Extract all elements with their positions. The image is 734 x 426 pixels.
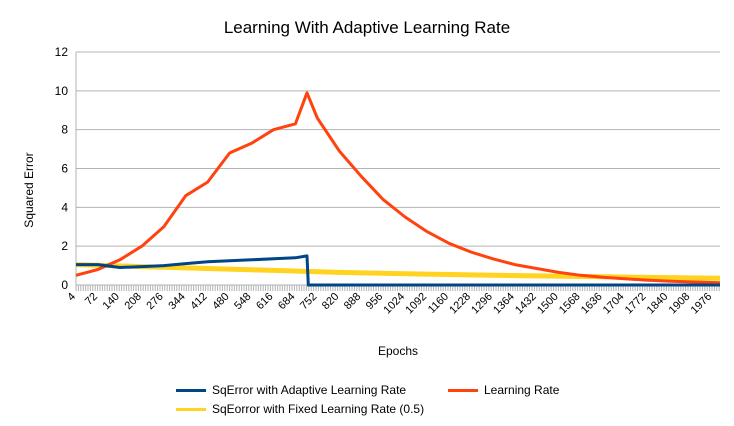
x-tick-label: 412	[188, 291, 209, 312]
x-tick-label: 4	[65, 291, 78, 304]
x-tick-label: 1908	[667, 291, 693, 317]
x-tick-label: 344	[166, 291, 187, 312]
y-tick-label: 6	[61, 162, 68, 176]
series-line-2	[75, 91, 721, 285]
x-tick-label: 1364	[491, 291, 517, 317]
x-axis-title: Epochs	[377, 344, 419, 358]
series-line-3	[75, 262, 721, 281]
chart-title: Learning With Adaptive Learning Rate	[223, 18, 511, 37]
x-tick-label: 1228	[447, 291, 473, 317]
y-tick-label: 4	[61, 200, 68, 214]
x-tick-label: 684	[276, 291, 297, 312]
x-tick-label: 548	[232, 291, 253, 312]
x-tick-label: 276	[144, 291, 165, 312]
y-tick-label: 0	[61, 278, 68, 292]
x-tick-label: 1976	[689, 291, 715, 317]
x-tick-label: 140	[101, 291, 122, 312]
x-tick-label: 1568	[557, 291, 583, 317]
x-tick-label: 752	[298, 291, 319, 312]
x-tick-label: 1772	[623, 291, 649, 317]
series-line-1	[76, 254, 720, 287]
x-tick-label: 1704	[601, 291, 627, 317]
x-tick-label: 1432	[513, 291, 539, 317]
x-tick-label: 1296	[469, 291, 495, 317]
x-tick-label: 616	[254, 291, 275, 312]
x-tick-label: 480	[210, 291, 231, 312]
x-tick-label: 1500	[535, 291, 561, 317]
y-tick-label: 8	[61, 123, 68, 137]
x-tick-label: 820	[320, 291, 341, 312]
x-tick-label: 1092	[403, 291, 429, 317]
x-tick-label: 888	[342, 291, 363, 312]
x-tick-label: 1636	[579, 291, 605, 317]
x-tick-label: 72	[83, 291, 100, 308]
x-tick-label: 1160	[426, 291, 451, 316]
x-tick-label: 1840	[645, 291, 671, 317]
x-tick-label: 208	[122, 291, 143, 312]
x-tick-label: 1024	[381, 291, 407, 317]
y-tick-label: 2	[61, 239, 68, 253]
y-tick-label: 10	[55, 84, 69, 98]
y-tick-label: 12	[55, 45, 69, 59]
